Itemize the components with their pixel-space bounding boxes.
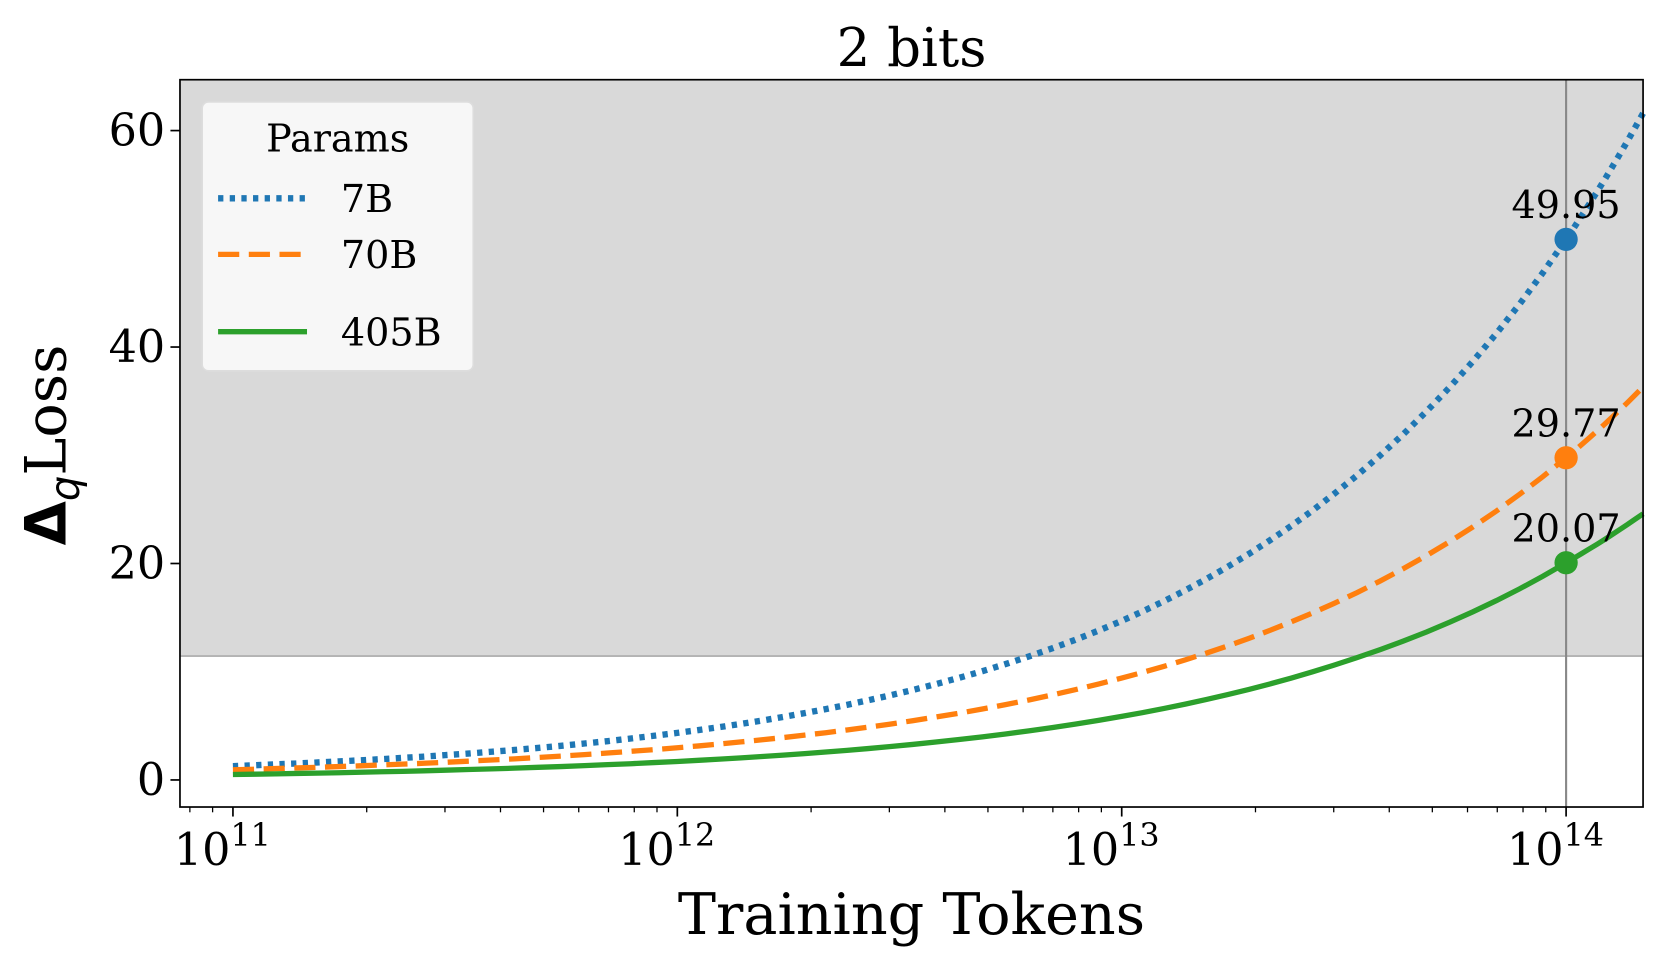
series-line-70B bbox=[232, 385, 1645, 773]
y-tick-label: 40 bbox=[109, 322, 166, 373]
annotation-label-1: 29.77 bbox=[1512, 402, 1621, 446]
svg-text:ΔqLoss: ΔqLoss bbox=[14, 345, 89, 546]
y-tick-label: 0 bbox=[137, 755, 165, 806]
x-tick-exponent: 11 bbox=[230, 818, 270, 854]
plot-frame bbox=[179, 78, 1644, 808]
x-tick-label: 1012 bbox=[618, 818, 715, 876]
series-line-7B bbox=[232, 111, 1646, 770]
x-tick-exponent: 12 bbox=[675, 818, 715, 854]
x-tick-base: 10 bbox=[618, 825, 675, 876]
x-tick-label: 1011 bbox=[174, 818, 271, 876]
y-axis-label-main: Loss bbox=[14, 345, 80, 476]
x-tick-base: 10 bbox=[174, 825, 231, 876]
chart-title: 2 bits bbox=[837, 18, 987, 79]
annotation-marker-0 bbox=[1554, 227, 1578, 251]
x-tick-base: 10 bbox=[1507, 825, 1564, 876]
y-axis-label-subscript: q bbox=[42, 476, 88, 502]
annotation-label-0: 49.95 bbox=[1512, 183, 1621, 227]
y-tick-label: 20 bbox=[109, 538, 166, 589]
y-tick-label: 60 bbox=[109, 105, 166, 156]
y-axis-label: ΔqLoss bbox=[14, 345, 89, 546]
x-tick-base: 10 bbox=[1063, 825, 1120, 876]
annotation-marker-1 bbox=[1554, 446, 1578, 470]
annotation-label-2: 20.07 bbox=[1512, 507, 1621, 551]
series-line-405B bbox=[232, 511, 1645, 778]
x-tick-exponent: 14 bbox=[1564, 818, 1604, 854]
series-layer bbox=[232, 111, 1646, 778]
annotation-layer: 49.95 29.77 20.07 bbox=[1512, 183, 1621, 575]
annotation-marker-2 bbox=[1554, 551, 1578, 575]
legend: Params 7B 70B 405B bbox=[201, 101, 475, 372]
x-axis-label: Training Tokens bbox=[678, 882, 1145, 948]
y-axis-label-delta: Δ bbox=[14, 501, 80, 545]
legend-label-70B: 70B bbox=[341, 233, 418, 277]
x-tick-label: 1014 bbox=[1507, 818, 1604, 876]
legend-label-405B: 405B bbox=[341, 310, 442, 354]
legend-box bbox=[201, 101, 475, 372]
legend-title: Params bbox=[266, 117, 409, 161]
x-tick-label: 1013 bbox=[1063, 818, 1160, 876]
legend-label-7B: 7B bbox=[341, 177, 393, 221]
x-tick-exponent: 13 bbox=[1119, 818, 1159, 854]
